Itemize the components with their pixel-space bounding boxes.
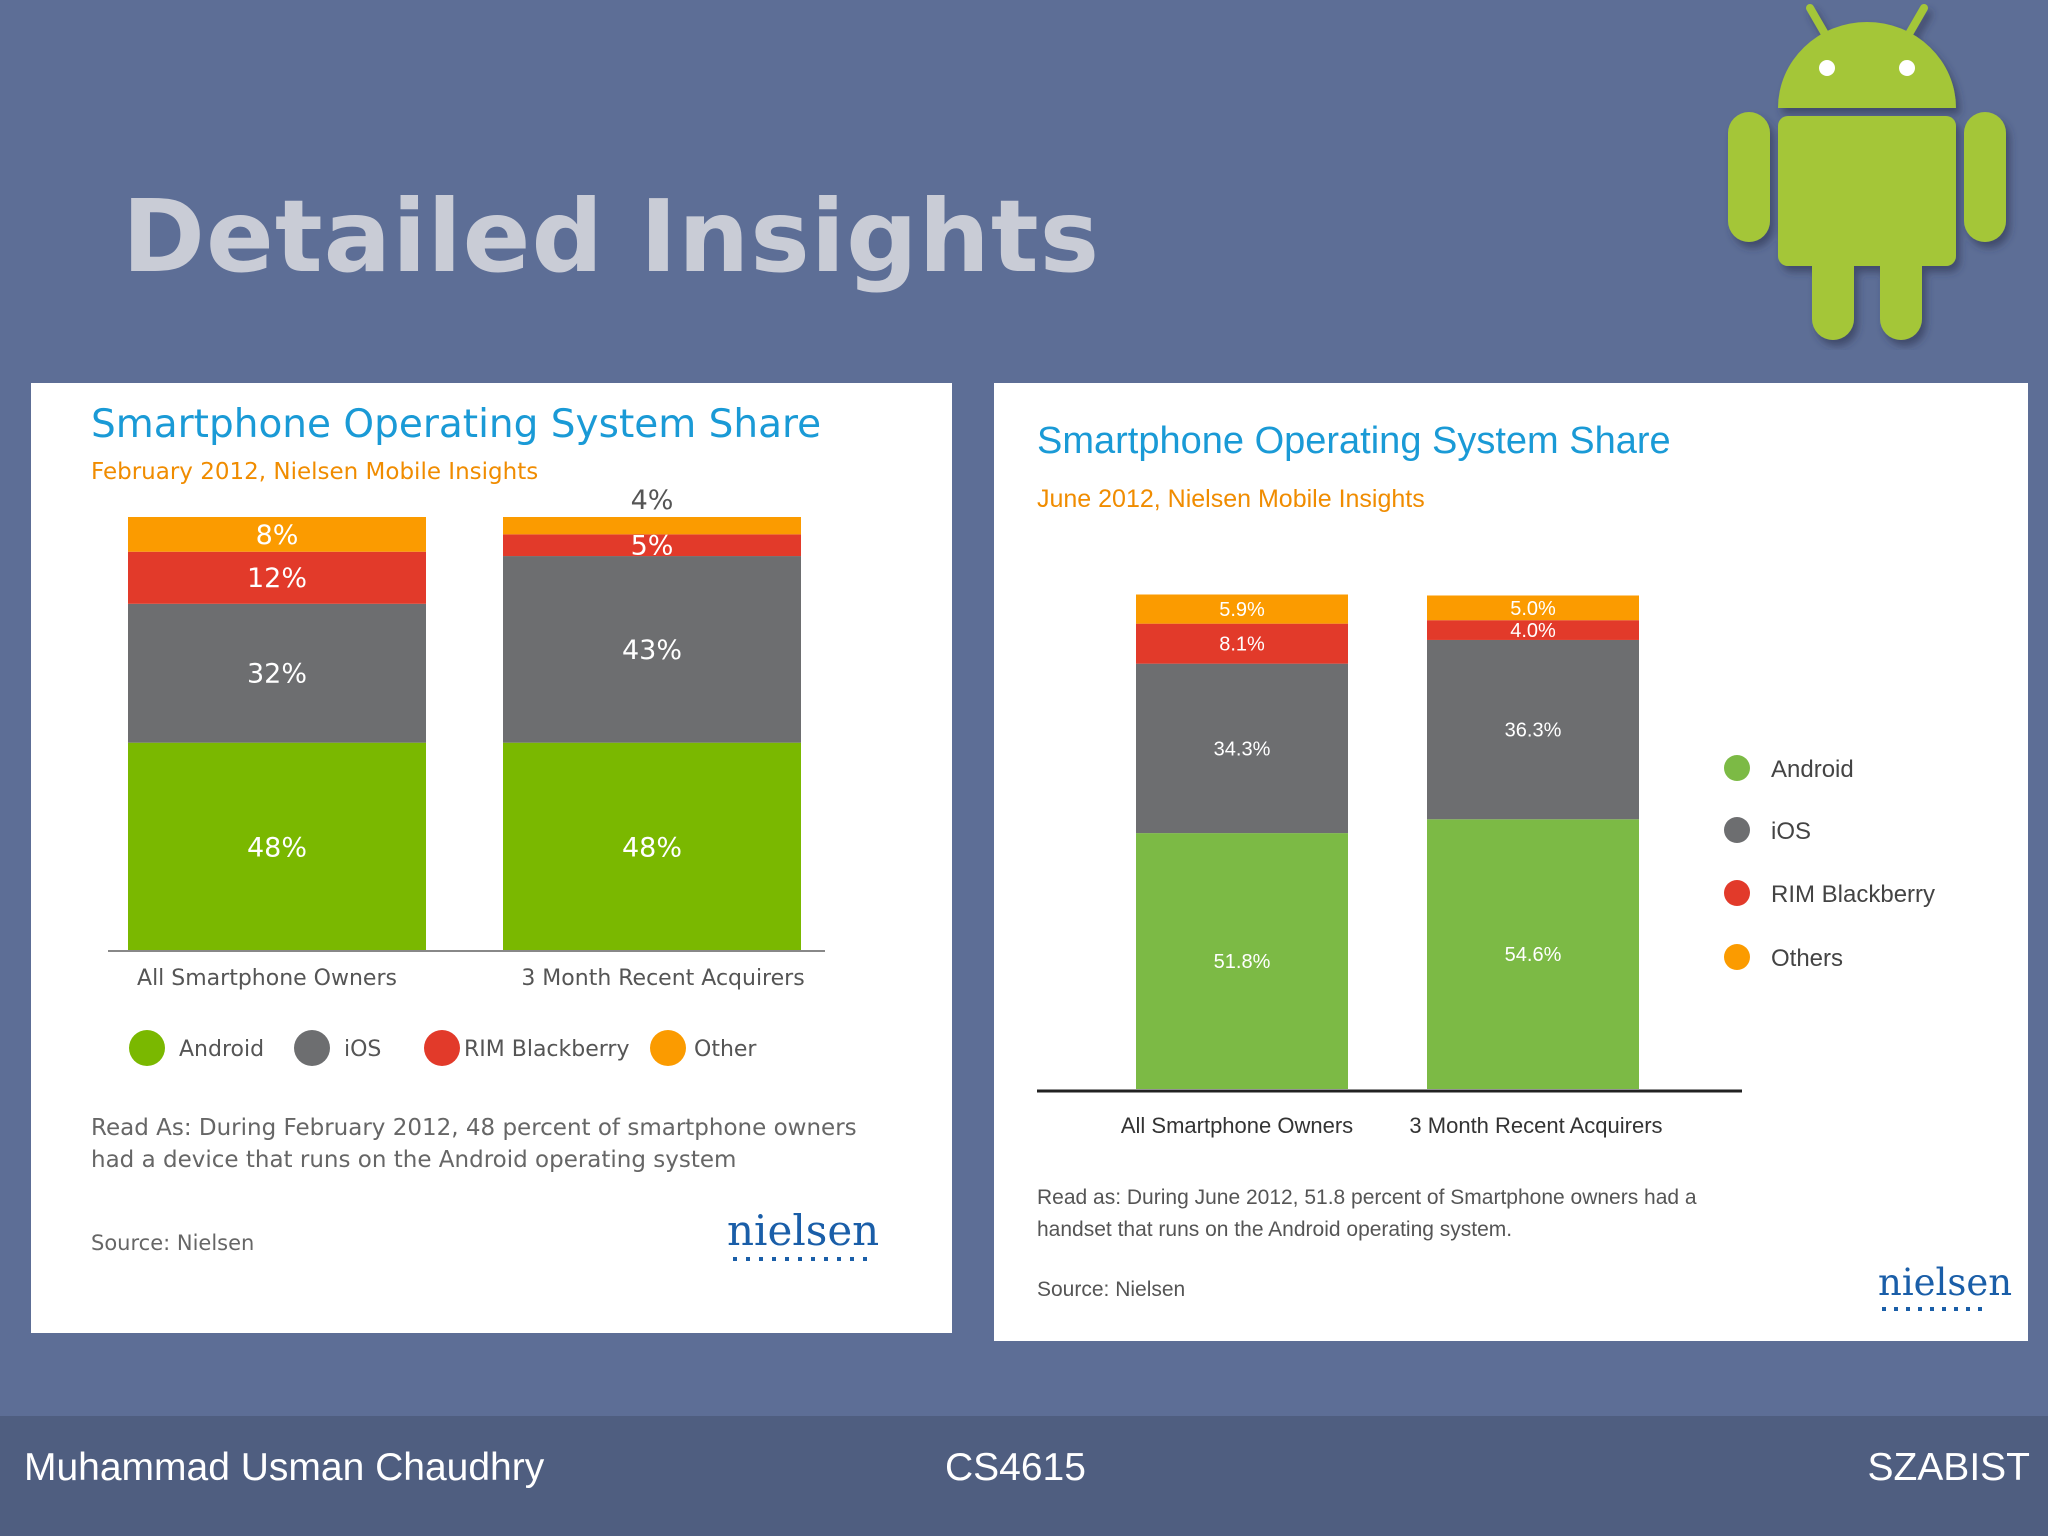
bar-segment-ios [128, 603, 426, 743]
bar-segment-rim [128, 551, 426, 604]
bar-segment-other [1136, 594, 1348, 624]
legend-swatch-ios [294, 1030, 330, 1066]
nielsen-logo: nielsen [727, 1206, 879, 1255]
data-label: 12% [247, 563, 307, 594]
data-label: 54.6% [1505, 944, 1562, 966]
data-label: 5.9% [1219, 599, 1265, 621]
data-label: 8% [256, 520, 299, 551]
data-label: 8.1% [1219, 634, 1265, 656]
legend-swatch-other [650, 1030, 686, 1066]
chart-source: Source: Nielsen [91, 1231, 254, 1255]
chart-note: Read as: During June 2012, 51.8 percent … [1037, 1186, 1697, 1209]
data-label: 5.0% [1510, 598, 1556, 620]
bar-segment-rim [1136, 623, 1348, 664]
footer-course: CS4615 [945, 1446, 1086, 1489]
chart-june: Smartphone Operating System Share June 2… [1037, 420, 2012, 1311]
legend-label: iOS [344, 1037, 381, 1062]
chart-subtitle: February 2012, Nielsen Mobile Insights [91, 459, 538, 485]
data-label: 51.8% [1214, 951, 1271, 973]
nielsen-logo: nielsen [1878, 1261, 2012, 1304]
legend-swatch-rim [1724, 880, 1750, 906]
data-label: 4% [631, 485, 674, 516]
data-label: 5% [631, 531, 674, 562]
slide-title: Detailed Insights [122, 178, 1101, 295]
bar-segment-rim [1427, 620, 1639, 640]
bar-segment-ios [1427, 639, 1639, 820]
data-label: 43% [622, 635, 682, 666]
chart-note: handset that runs on the Android operati… [1037, 1218, 1512, 1241]
bar-segment-ios [503, 556, 801, 743]
legend-label: iOS [1771, 818, 1811, 845]
chart-panel-june: Smartphone Operating System Share June 2… [994, 383, 2028, 1341]
category-label: All Smartphone Owners [1121, 1113, 1353, 1138]
chart-subtitle: June 2012, Nielsen Mobile Insights [1037, 485, 1425, 513]
data-label: 4.0% [1510, 620, 1556, 642]
data-label: 48% [622, 832, 682, 863]
data-label: 36.3% [1505, 720, 1562, 742]
bar-segment-other [503, 517, 801, 535]
legend-swatch-ios [1724, 817, 1750, 843]
data-label: 48% [247, 832, 307, 863]
chart-title: Smartphone Operating System Share [1037, 420, 1671, 462]
legend-swatch-android [1724, 755, 1750, 781]
category-label: 3 Month Recent Acquirers [521, 966, 804, 991]
legend-swatch-rim [424, 1030, 460, 1066]
chart-note: had a device that runs on the Android op… [91, 1147, 736, 1173]
legend: Android iOS RIM Blackberry Others [1724, 755, 1935, 972]
legend-label: RIM Blackberry [1771, 881, 1935, 908]
bar-segment-android [128, 742, 426, 951]
legend-label: Android [179, 1037, 264, 1062]
legend-label: Other [694, 1037, 757, 1062]
legend-label: Others [1771, 945, 1843, 972]
legend-swatch-others [1724, 944, 1750, 970]
bar-segment-rim [503, 534, 801, 557]
data-label: 32% [247, 659, 307, 690]
category-label: All Smartphone Owners [137, 966, 397, 991]
data-label: 34.3% [1214, 738, 1271, 760]
footer-author: Muhammad Usman Chaudhry [24, 1446, 545, 1489]
category-label: 3 Month Recent Acquirers [1409, 1113, 1662, 1138]
android-logo-icon [1728, 4, 2006, 340]
legend: Android iOS RIM Blackberry Other [129, 1030, 757, 1066]
chart-panel-february: Smartphone Operating System Share Februa… [31, 383, 952, 1333]
footer-bar: Muhammad Usman Chaudhry CS4615 SZABIST [0, 1416, 2048, 1536]
footer-institution: SZABIST [1867, 1446, 2030, 1489]
chart-note: Read As: During February 2012, 48 percen… [91, 1115, 857, 1141]
chart-february: Smartphone Operating System Share Februa… [91, 402, 879, 1261]
legend-swatch-android [129, 1030, 165, 1066]
bar-segment-android [1427, 819, 1639, 1089]
bar-segment-android [503, 742, 801, 951]
legend-label: Android [1771, 756, 1854, 783]
bar-segment-ios [1136, 663, 1348, 834]
bar-segment-android [1136, 833, 1348, 1089]
bar-segment-other [1427, 595, 1639, 621]
chart-title: Smartphone Operating System Share [91, 402, 821, 447]
chart-source: Source: Nielsen [1037, 1278, 1185, 1301]
legend-label: RIM Blackberry [464, 1037, 630, 1062]
bar-segment-other [128, 517, 426, 552]
